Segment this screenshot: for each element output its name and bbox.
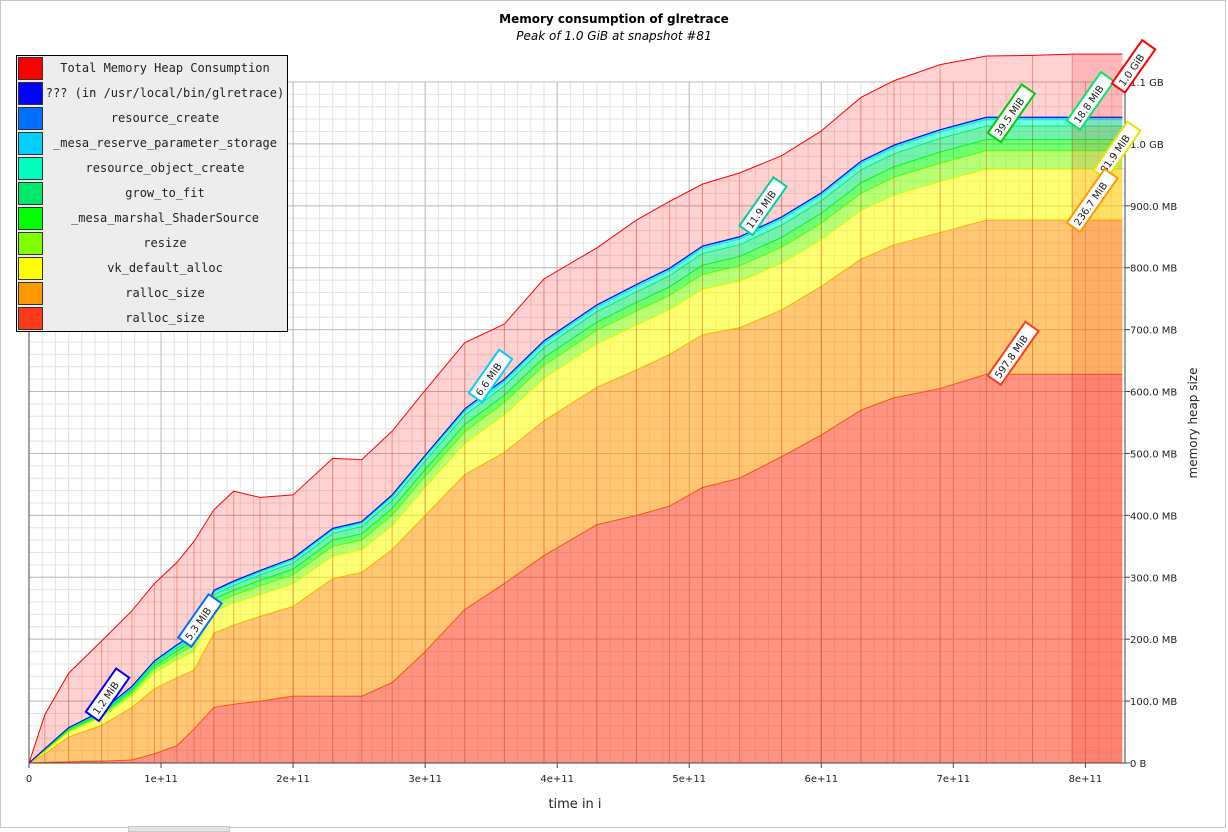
y-tick-label: 500.0 MB (1130, 449, 1177, 460)
legend-swatch (18, 232, 43, 255)
legend-label: grow_to_fit (125, 186, 205, 200)
y-tick-label: 400.0 MB (1130, 511, 1177, 522)
y-tick-label: 800.0 MB (1130, 264, 1177, 275)
line-series-10 (28, 53, 1123, 764)
legend-label: Total Memory Heap Consumption (60, 61, 270, 75)
legend-item[interactable]: resize (17, 231, 287, 256)
y-tick-label: 1.0 GB (1130, 140, 1164, 151)
y-tick-label: 700.0 MB (1130, 326, 1177, 337)
y-tick-label: 900.0 MB (1130, 202, 1177, 213)
area-series-1 (29, 220, 1123, 764)
legend-label: vk_default_alloc (107, 261, 223, 275)
legend-swatch (18, 207, 43, 230)
x-axis-label: time in i (548, 797, 602, 812)
x-tick-label: 3e+11 (408, 774, 442, 785)
legend-swatch (18, 182, 43, 205)
area-series-0 (29, 374, 1123, 763)
legend-item[interactable]: resource_create (17, 106, 287, 131)
legend-item[interactable]: _mesa_marshal_ShaderSource (17, 206, 287, 231)
chart-title: Memory consumption of glretrace (499, 12, 729, 26)
legend-label: resize (143, 236, 187, 250)
legend-item[interactable]: ??? (in /usr/local/bin/glretrace) (17, 81, 287, 106)
annotation-box (1065, 167, 1120, 234)
legend-item[interactable]: ralloc_size (17, 281, 287, 306)
legend-swatch (18, 257, 43, 280)
legend-label: ralloc_size (125, 286, 205, 300)
x-tick-label: 1e+11 (144, 774, 178, 785)
legend-swatch (18, 107, 43, 130)
annotation-box (738, 175, 788, 237)
y-tick-label: 0 B (1130, 759, 1147, 770)
legend-item[interactable]: _mesa_reserve_parameter_storage (17, 131, 287, 156)
legend-label: ??? (in /usr/local/bin/glretrace) (45, 86, 285, 100)
legend-swatch (18, 57, 43, 80)
annotation-box (467, 348, 514, 404)
annotation-box (176, 592, 224, 649)
annotation-box (1065, 70, 1116, 132)
legend-swatch (18, 157, 43, 180)
y-tick-label: 100.0 MB (1130, 697, 1177, 708)
legend: Total Memory Heap Consumption ??? (in /us… (16, 55, 288, 332)
legend-label: resource_create (110, 111, 220, 125)
x-tick-label: 4e+11 (540, 774, 574, 785)
legend-swatch (18, 282, 43, 305)
legend-item[interactable]: vk_default_alloc (17, 256, 287, 281)
annotation-box (84, 667, 131, 723)
legend-swatch (18, 132, 43, 155)
legend-item[interactable]: grow_to_fit (17, 181, 287, 206)
legend-item[interactable]: resource_object_create (17, 156, 287, 181)
legend-swatch (18, 307, 43, 330)
legend-label: ralloc_size (125, 311, 205, 325)
x-tick-label: 8e+11 (1069, 774, 1103, 785)
annotation-box (986, 83, 1037, 144)
y-tick-label: 1.1 GB (1130, 78, 1164, 89)
legend-label: _mesa_marshal_ShaderSource (71, 211, 259, 225)
legend-label: _mesa_reserve_parameter_storage (53, 136, 277, 150)
y-tick-label: 600.0 MB (1130, 388, 1177, 399)
annotation-box (1110, 38, 1157, 94)
line-series-9 (28, 116, 1123, 764)
y-tick-label: 200.0 MB (1130, 635, 1177, 646)
legend-label: resource_object_create (85, 161, 245, 175)
x-tick-label: 6e+11 (804, 774, 838, 785)
x-tick-label: 0 (26, 774, 32, 785)
stacked-areas (28, 53, 1123, 764)
x-tick-label: 2e+11 (276, 774, 310, 785)
legend-item[interactable]: ralloc_size (17, 306, 287, 331)
bottom-tab[interactable] (128, 826, 230, 832)
legend-item[interactable]: Total Memory Heap Consumption (17, 56, 287, 81)
legend-swatch (18, 82, 43, 105)
chart-subtitle: Peak of 1.0 GiB at snapshot #81 (516, 29, 712, 43)
x-tick-label: 5e+11 (672, 774, 706, 785)
x-tick-label: 7e+11 (937, 774, 971, 785)
y-axis-label: memory heap size (1186, 367, 1200, 479)
y-tick-label: 300.0 MB (1130, 573, 1177, 584)
annotation-box (986, 320, 1040, 387)
